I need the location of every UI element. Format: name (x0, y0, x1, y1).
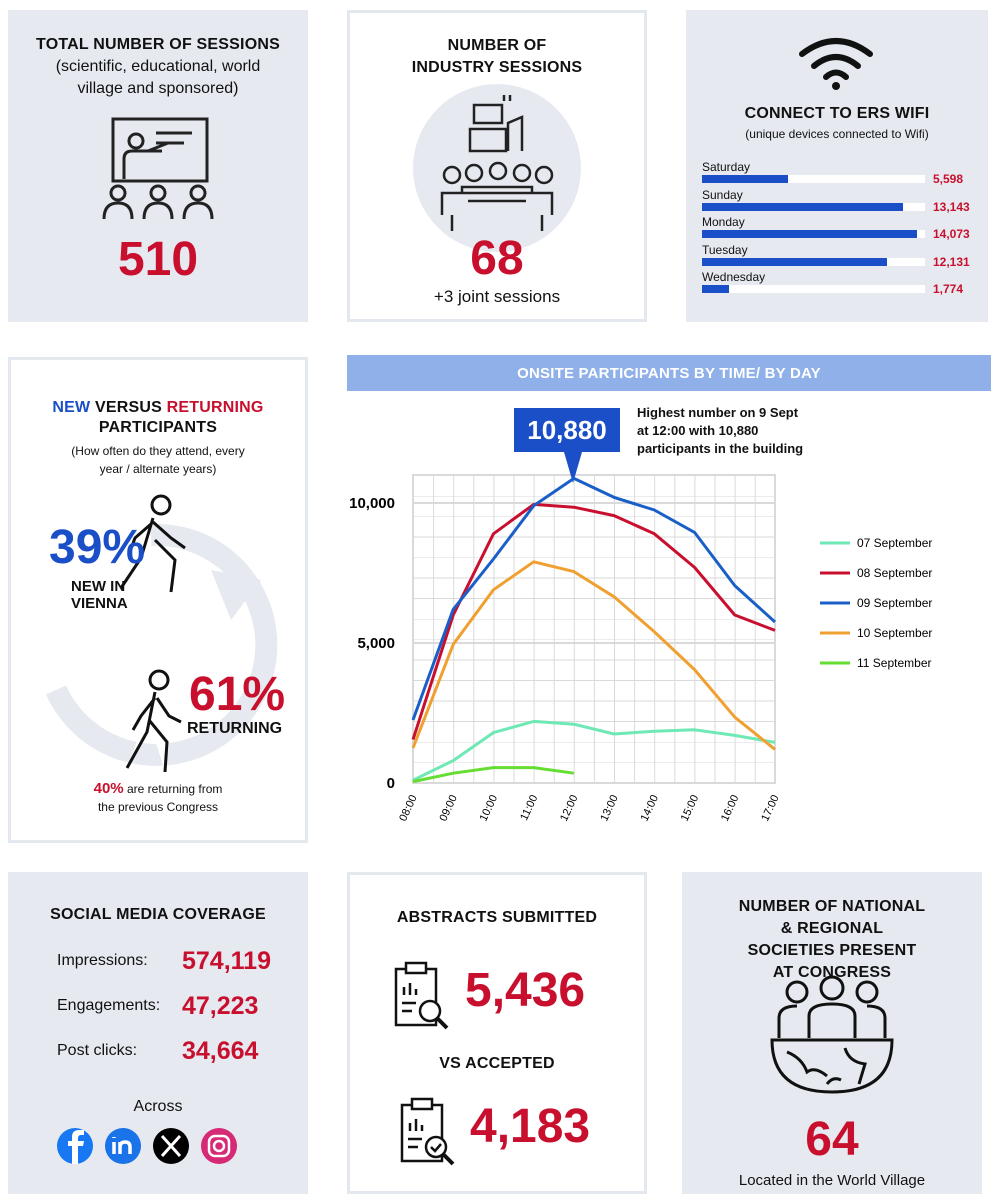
societies-value: 64 (805, 1113, 859, 1166)
participants-subtitle: (How often do they attend, every year / … (71, 444, 245, 476)
sessions-panel: TOTAL NUMBER OF SESSIONS (scientific, ed… (8, 10, 308, 322)
societies-panel: NUMBER OF NATIONAL & REGIONAL SOCIETIES … (682, 872, 982, 1194)
note-text: are returning from the previous Congress (97, 782, 223, 814)
sessions-subtitle: (scientific, educational, world village … (55, 58, 261, 97)
legend-label: 10 September (857, 626, 932, 640)
social-row-label: Engagements: (57, 997, 161, 1014)
industry-panel: NUMBER OF INDUSTRY SESSIONS 68 +3 joint … (347, 10, 647, 322)
participants-panel: NEW VERSUS RETURNING PARTICIPANTS (How o… (8, 357, 308, 843)
y-tick-label: 10,000 (349, 495, 395, 512)
wifi-track (702, 175, 925, 183)
social-row-label: Post clicks: (57, 1042, 138, 1059)
legend-label: 07 September (857, 536, 932, 550)
social-across: Across (133, 1098, 183, 1115)
abstracts-versus: VS ACCEPTED (439, 1055, 555, 1072)
title-participants: PARTICIPANTS (98, 419, 218, 436)
societies-title: NUMBER OF NATIONAL & REGIONAL SOCIETIES … (738, 898, 926, 981)
sessions-value: 510 (117, 233, 199, 286)
participants-title: NEW VERSUS RETURNING PARTICIPANTS (11, 398, 305, 438)
societies-note: Located in the World Village (738, 1172, 926, 1189)
wifi-day-label: Sunday (702, 187, 743, 202)
wifi-value-label: 14,073 (933, 227, 970, 242)
legend-label: 09 September (857, 596, 932, 610)
social-row-value: 574,119 (182, 947, 271, 975)
chart-title: ONSITE PARTICIPANTS BY TIME/ BY DAY (517, 365, 821, 382)
returning-value: 61% (189, 668, 286, 721)
wifi-value-label: 13,143 (933, 199, 970, 214)
social-icons (57, 1128, 237, 1164)
meeting-icon (413, 84, 581, 252)
line-chart: 0 5,000 10,000 08:00 09:00 10:00 11:00 12:00 13:… (349, 452, 932, 823)
clipboard-icon (394, 961, 449, 1030)
legend-label: 08 September (857, 566, 932, 580)
x-tick-label: 17:00 (759, 793, 782, 823)
callout-pointer (564, 452, 582, 483)
industry-note: +3 joint sessions (433, 287, 561, 306)
wifi-value-label: 5,598 (933, 172, 964, 186)
wifi-day-label: Saturday (702, 160, 751, 174)
x-tick-label: 08:00 (397, 793, 420, 823)
wifi-day-label: Monday (702, 215, 745, 230)
sessions-title: TOTAL NUMBER OF SESSIONS (36, 36, 280, 53)
abstracts-panel: ABSTRACTS SUBMITTED 5,436 VS ACCEPTED 4,… (347, 872, 647, 1194)
wifi-value-label: 12,131 (933, 254, 970, 269)
social-panel: SOCIAL MEDIA COVERAGE Impressions: 574,11… (8, 872, 308, 1194)
x-tick-label: 16:00 (719, 793, 742, 823)
chart-header: ONSITE PARTICIPANTS BY TIME/ BY DAY (347, 355, 991, 391)
wifi-subtitle: (unique devices connected to Wifi) (745, 127, 929, 141)
title-returning: RETURNING (166, 399, 264, 416)
wifi-track (702, 285, 925, 294)
wifi-panel: CONNECT TO ERS WIFI (unique devices conn… (686, 10, 988, 322)
x-tick-label: 12:00 (558, 793, 581, 823)
y-tick-label: 5,000 (357, 635, 395, 652)
industry-title: NUMBER OF INDUSTRY SESSIONS (411, 37, 583, 76)
peak-annotation: Highest number on 9 Sept at 12:00 with 1… (637, 405, 804, 456)
note-value: 40% (93, 780, 124, 797)
wifi-day-label: Wednesday (702, 270, 766, 285)
social-row-value: 47,223 (182, 992, 259, 1020)
title-versus: VERSUS (95, 399, 162, 416)
series-line (412, 766, 575, 784)
clipboard-check-icon (400, 1097, 455, 1166)
wifi-icon (799, 38, 873, 90)
y-tick-label: 0 (387, 775, 395, 792)
submitted-value: 5,436 (465, 964, 586, 1017)
series-line (412, 719, 776, 782)
x-tick-label: 15:00 (679, 793, 702, 823)
legend-label: 11 September (857, 656, 932, 670)
industry-value: 68 (470, 232, 524, 285)
title-new: NEW (52, 399, 91, 416)
social-row-value: 34,664 (182, 1037, 259, 1065)
x-tick-label: 13:00 (598, 793, 621, 823)
wifi-bar (702, 285, 730, 294)
x-tick-label: 09:00 (437, 793, 460, 823)
wifi-title: CONNECT TO ERS WIFI (744, 105, 930, 122)
wifi-value-label: 1,774 (933, 282, 964, 297)
returning-label: RETURNING (187, 720, 283, 737)
series-line (411, 502, 776, 741)
social-title: SOCIAL MEDIA COVERAGE (50, 906, 266, 923)
globe-people-icon (770, 975, 894, 1094)
series-line (411, 560, 776, 751)
new-label: NEW IN VIENNA (71, 578, 128, 612)
wifi-bar (702, 257, 888, 266)
participants-note: 40% are returning from the previous Cong… (11, 780, 305, 816)
series-line (411, 476, 777, 721)
x-tick-label: 11:00 (518, 793, 540, 822)
participants-art (45, 494, 278, 773)
presentation-icon (102, 117, 214, 220)
new-value: 39% (49, 521, 146, 574)
wifi-bar (702, 202, 903, 211)
x-tick-label: 10:00 (478, 793, 501, 823)
peak-callout: 10,880 (514, 408, 620, 452)
x-tick-label: 14:00 (639, 793, 662, 823)
accepted-value: 4,183 (470, 1100, 591, 1153)
social-row-label: Impressions: (57, 952, 148, 969)
wifi-bar (702, 175, 788, 183)
wifi-day-label: Tuesday (702, 242, 748, 257)
abstracts-title: ABSTRACTS SUBMITTED (396, 909, 598, 926)
plot-grid (412, 474, 776, 784)
wifi-bar (702, 230, 917, 239)
